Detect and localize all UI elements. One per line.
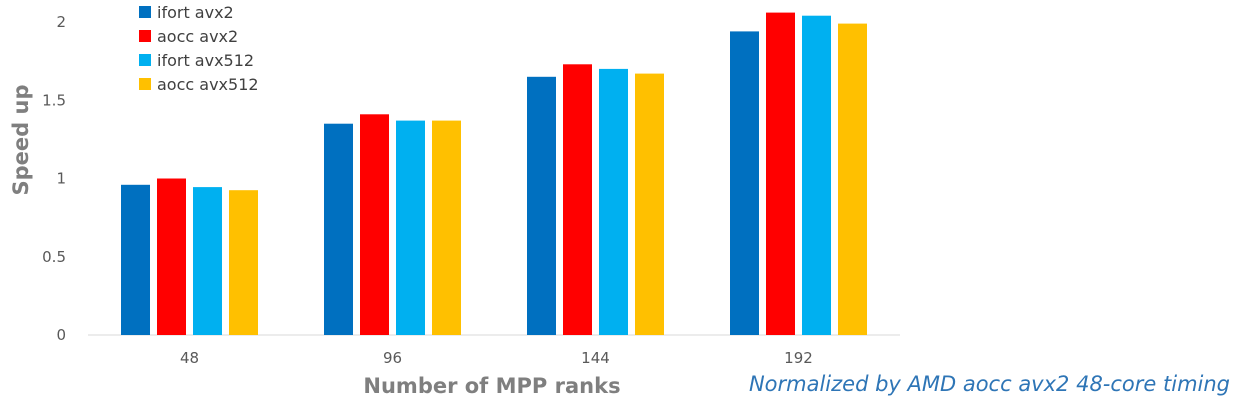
bar bbox=[838, 23, 867, 335]
legend-swatch bbox=[139, 6, 151, 18]
bar bbox=[802, 15, 831, 335]
x-axis-ticks: 48 96 144 192 bbox=[180, 349, 813, 367]
y-axis-title: Speed up bbox=[9, 85, 33, 196]
y-tick-label: 1 bbox=[56, 170, 66, 188]
bar bbox=[766, 12, 795, 335]
bars bbox=[121, 12, 867, 336]
legend-label: ifort avx2 bbox=[157, 3, 234, 22]
y-tick-label: 0 bbox=[56, 326, 66, 344]
bar bbox=[396, 120, 425, 335]
y-axis-ticks: 0 0.5 1 1.5 2 bbox=[42, 13, 66, 344]
bar bbox=[527, 76, 556, 336]
bar bbox=[229, 190, 258, 335]
x-tick-label: 96 bbox=[383, 349, 402, 367]
bar bbox=[635, 73, 664, 335]
bar bbox=[563, 64, 592, 336]
bar bbox=[730, 31, 759, 336]
bar bbox=[360, 114, 389, 335]
bar bbox=[324, 123, 353, 335]
legend-swatch bbox=[139, 78, 151, 90]
legend-swatch bbox=[139, 30, 151, 42]
y-tick-label: 2 bbox=[56, 13, 66, 31]
bar bbox=[432, 120, 461, 335]
y-tick-label: 1.5 bbox=[42, 91, 66, 109]
bar bbox=[193, 187, 222, 335]
x-axis-title: Number of MPP ranks bbox=[363, 374, 620, 398]
bar bbox=[121, 184, 150, 335]
y-tick-label: 0.5 bbox=[42, 248, 66, 266]
legend-swatch bbox=[139, 54, 151, 66]
x-tick-label: 192 bbox=[784, 349, 813, 367]
legend-label: aocc avx2 bbox=[157, 27, 238, 46]
x-tick-label: 48 bbox=[180, 349, 199, 367]
normalization-note: Normalized by AMD aocc avx2 48-core timi… bbox=[749, 372, 1230, 396]
bar bbox=[157, 178, 186, 335]
legend-label: aocc avx512 bbox=[157, 75, 259, 94]
bar bbox=[599, 68, 628, 336]
x-tick-label: 144 bbox=[581, 349, 610, 367]
legend: ifort avx2 aocc avx2 ifort avx512 aocc avx5… bbox=[139, 3, 259, 94]
legend-label: ifort avx512 bbox=[157, 51, 254, 70]
